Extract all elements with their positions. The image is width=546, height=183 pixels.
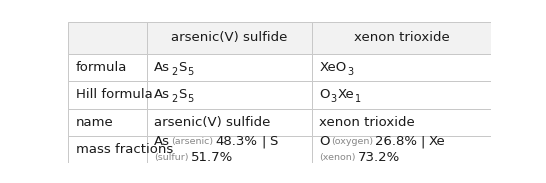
- Text: (oxygen): (oxygen): [331, 137, 373, 146]
- Text: S: S: [178, 88, 187, 101]
- Text: S: S: [178, 61, 187, 74]
- Text: name: name: [76, 116, 114, 129]
- Text: 3: 3: [347, 67, 353, 77]
- Bar: [146, 54, 312, 81]
- Text: |: |: [261, 135, 265, 148]
- Bar: [312, 22, 491, 54]
- Text: xenon trioxide: xenon trioxide: [354, 31, 449, 44]
- Text: Xe: Xe: [337, 88, 354, 101]
- Bar: [68, 54, 146, 81]
- Text: 48.3%: 48.3%: [216, 135, 258, 148]
- Bar: [68, 109, 146, 136]
- Text: arsenic(V) sulfide: arsenic(V) sulfide: [171, 31, 287, 44]
- Text: 5: 5: [187, 94, 194, 104]
- Text: O: O: [319, 135, 330, 148]
- Text: O: O: [319, 88, 330, 101]
- Text: xenon trioxide: xenon trioxide: [319, 116, 415, 129]
- Text: (arsenic): (arsenic): [171, 137, 213, 146]
- Text: 26.8%: 26.8%: [375, 135, 417, 148]
- Text: XeO: XeO: [319, 61, 346, 74]
- Text: 2: 2: [171, 94, 177, 104]
- Text: As: As: [154, 61, 170, 74]
- Text: (xenon): (xenon): [319, 153, 355, 162]
- Text: formula: formula: [76, 61, 127, 74]
- Bar: [146, 22, 312, 54]
- Text: As: As: [154, 135, 170, 148]
- Bar: [68, 136, 146, 163]
- Bar: [146, 136, 312, 163]
- Bar: [312, 136, 491, 163]
- Text: S: S: [269, 135, 277, 148]
- Text: 51.7%: 51.7%: [191, 151, 233, 164]
- Text: 3: 3: [330, 94, 337, 104]
- Text: mass fractions: mass fractions: [76, 143, 173, 156]
- Text: arsenic(V) sulfide: arsenic(V) sulfide: [154, 116, 270, 129]
- Bar: [146, 109, 312, 136]
- Bar: [312, 54, 491, 81]
- Text: (sulfur): (sulfur): [154, 153, 189, 162]
- Bar: [68, 81, 146, 109]
- Text: Xe: Xe: [428, 135, 445, 148]
- Text: Hill formula: Hill formula: [76, 88, 153, 101]
- Text: 1: 1: [355, 94, 361, 104]
- Bar: [68, 22, 146, 54]
- Text: 5: 5: [187, 67, 194, 77]
- Bar: [146, 81, 312, 109]
- Text: |: |: [420, 135, 425, 148]
- Text: As: As: [154, 88, 170, 101]
- Text: 73.2%: 73.2%: [358, 151, 400, 164]
- Bar: [312, 81, 491, 109]
- Bar: [312, 109, 491, 136]
- Text: 2: 2: [171, 67, 177, 77]
